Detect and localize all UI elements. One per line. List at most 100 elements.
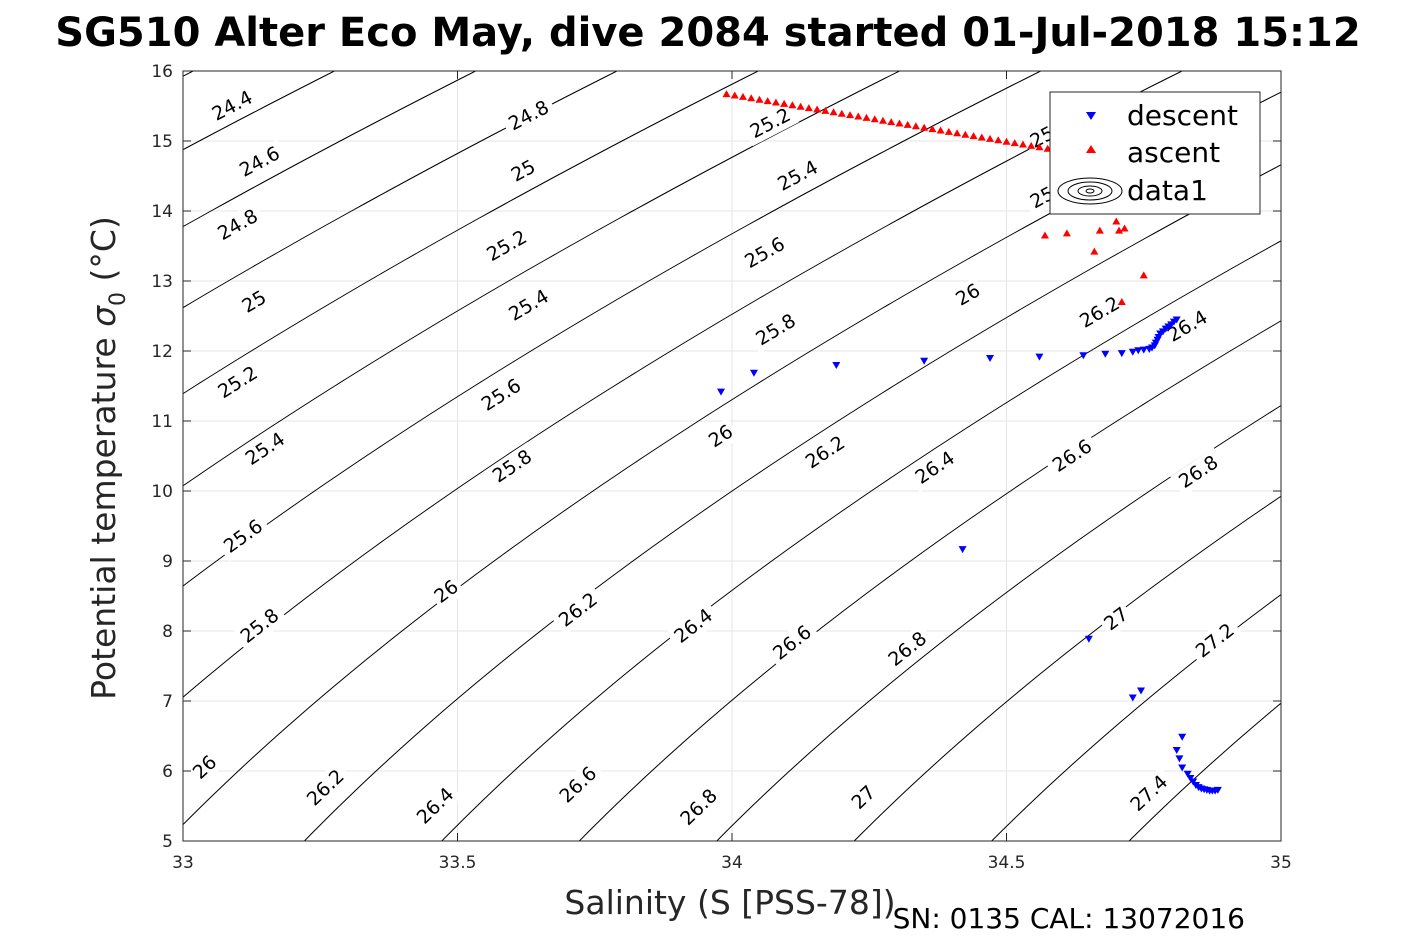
contour-label-bg (215, 511, 272, 562)
y-tick-label: 7 (162, 692, 173, 712)
contour-label-bg (237, 424, 294, 474)
ascent-point (738, 92, 747, 100)
descent-point (1128, 348, 1137, 356)
ascent-point (1117, 298, 1126, 305)
y-tick-label: 11 (151, 412, 173, 432)
descent-point (1137, 687, 1146, 695)
legend-descent-label: descent (1127, 99, 1238, 132)
contour-label-bg (551, 758, 606, 812)
contour-label-bg (741, 100, 800, 147)
contour-line (853, 495, 1281, 841)
legend-contour-icon (1057, 177, 1123, 205)
ascent-point (722, 90, 731, 98)
ascent-point (804, 104, 813, 112)
contour-label-bg (427, 573, 466, 611)
ascent-point (1139, 271, 1148, 279)
ascent-point (1095, 226, 1104, 234)
legend-descent-marker (1086, 112, 1096, 120)
contour-label-bg (844, 778, 883, 817)
legend-ascent-label: ascent (1127, 136, 1220, 169)
contour-label-bg (672, 780, 727, 835)
contour-label-bg (879, 623, 936, 675)
y-axis-label: Potential temperature σ0 (°C) (84, 216, 131, 700)
x-axis-ticks: 33 33.5 34 34.5 35 (172, 71, 1292, 873)
contour-line (183, 71, 1042, 587)
contour-line (441, 240, 1281, 841)
ascent-point (771, 98, 780, 106)
ascent-point (936, 126, 945, 134)
ascent-point (846, 111, 855, 119)
ascent-point (788, 101, 797, 109)
descent-point (1128, 694, 1137, 702)
descent-point (1178, 733, 1187, 741)
contour-label-bg (185, 748, 225, 787)
ascent-point (1035, 143, 1044, 151)
ascent-point (1002, 137, 1011, 145)
contour-label-bg (1187, 615, 1244, 667)
contour-label-bg (797, 428, 854, 477)
ascent-point (1115, 226, 1124, 234)
contour-line (183, 71, 619, 309)
contour-label-bg (764, 617, 821, 669)
ascent-point (854, 112, 863, 120)
x-tick-label: 33 (172, 853, 194, 873)
contour-line (183, 71, 901, 487)
descent-point (1101, 350, 1110, 358)
contour-line (1128, 702, 1281, 841)
contour-label-bg (701, 418, 741, 455)
contour-label-bg (665, 600, 722, 652)
contour-line (183, 71, 1184, 698)
legend: descent ascent data1 (1049, 91, 1261, 215)
y-axis-unit (84, 281, 123, 292)
ascent-point (911, 122, 920, 130)
y-tick-label: 16 (151, 62, 173, 82)
ascent-point (953, 129, 962, 137)
ascent-point (878, 116, 887, 124)
x-tick-label: 34 (721, 853, 743, 873)
x-tick-label: 35 (1270, 853, 1292, 873)
ascent-point (895, 119, 904, 127)
legend-ascent-marker (1086, 145, 1096, 153)
contour-label-bg (504, 153, 543, 189)
footer-text: SN: 0135 CAL: 13072016 (893, 902, 1245, 935)
y-tick-label: 12 (151, 342, 173, 362)
y-tick-label: 10 (151, 482, 173, 502)
ascent-point (903, 120, 912, 128)
y-tick-label: 6 (162, 762, 173, 782)
contour-label-bg (500, 281, 558, 330)
descent-point (986, 355, 995, 362)
contour-label-bg (478, 222, 536, 270)
ascent-point (944, 127, 953, 135)
ascent-point (1112, 217, 1121, 225)
contour-label-bg (1044, 431, 1101, 481)
ascent-point (1120, 224, 1129, 232)
contour-label-bg (1071, 289, 1129, 336)
descent-point (1134, 347, 1143, 355)
x-tick-label: 34.5 (988, 853, 1026, 873)
contour-label-bg (231, 139, 289, 185)
ascent-point (986, 134, 995, 142)
ascent-point (747, 94, 756, 102)
descent-point (1178, 764, 1187, 772)
contour-label-bg (298, 761, 353, 815)
ascent-point (994, 136, 1003, 144)
ascent-point (780, 99, 789, 107)
contour-label-bg (408, 779, 463, 833)
legend-data1-label: data1 (1127, 174, 1208, 207)
ascent-point (730, 91, 739, 99)
ascent-point (920, 123, 929, 131)
ascent-point (1090, 247, 1099, 255)
ascent-point (887, 118, 896, 126)
y-tick-label: 9 (162, 552, 173, 572)
contour-label-bg (484, 442, 541, 491)
y-axis-subscript: 0 (106, 292, 131, 306)
ascent-point (961, 130, 970, 138)
contour-label-bg (1097, 600, 1136, 638)
y-axis-sigma: σ (84, 305, 123, 327)
descent-point (920, 357, 929, 365)
x-tick-label: 33.5 (439, 853, 477, 873)
contour-label-bg (747, 306, 805, 354)
contour-label-bg (500, 93, 558, 139)
ascent-point (1062, 229, 1071, 237)
